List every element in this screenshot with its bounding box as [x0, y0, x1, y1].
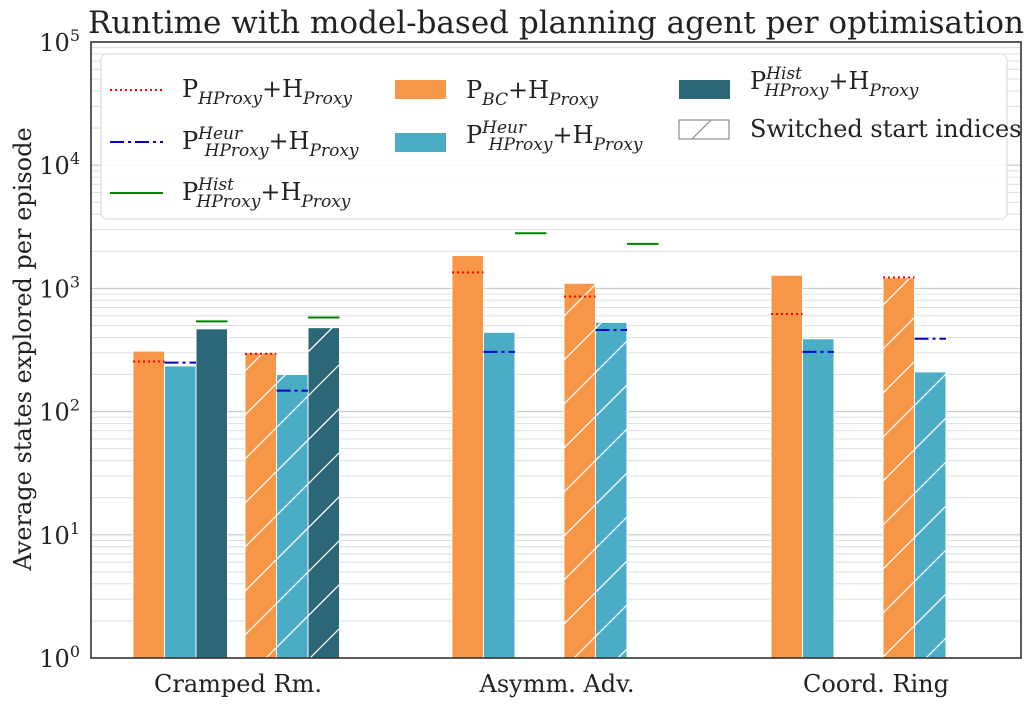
tick-base: 10 [39, 29, 70, 57]
label-part: P [182, 178, 198, 206]
tick-exponent: 2 [70, 396, 80, 415]
legend-label: PHist HProxy+HProxy [182, 175, 351, 212]
bar-hatch [245, 352, 277, 658]
label-part: Proxy [302, 89, 352, 109]
y-tick-label: 102 [39, 396, 80, 427]
bar [770, 274, 803, 659]
y-axis-label: Average states explored per episode [9, 127, 37, 571]
bar [132, 350, 165, 659]
tick-base: 10 [39, 399, 70, 427]
legend-label: Switched start indices [750, 115, 1022, 143]
tick-exponent: 1 [70, 519, 80, 538]
x-tick-label: Asymm. Adv. [478, 670, 634, 698]
tick-exponent: 0 [70, 642, 80, 661]
label-part: P [750, 67, 766, 95]
label-part: HProxy [204, 141, 269, 161]
bar-hatch [914, 371, 946, 658]
x-axis: Cramped Rm. Asymm. Adv. Coord. Ring [154, 670, 949, 698]
label-part: Proxy [548, 90, 598, 110]
legend-label: PHProxy+HProxy [182, 75, 352, 109]
label-part: P [466, 76, 482, 104]
legend-label: PHeur HProxy+HProxy [182, 124, 359, 161]
bar [802, 338, 835, 659]
bar [483, 331, 516, 659]
label-part: +H [260, 178, 301, 206]
y-tick-label: 100 [39, 642, 80, 673]
tick-exponent: 4 [70, 149, 80, 168]
label-part: P [466, 121, 482, 149]
bar [195, 328, 228, 659]
label-part: Heur [197, 124, 243, 144]
tick-exponent: 3 [70, 272, 80, 291]
label-part: P [182, 127, 198, 155]
legend-bar-swatch [395, 133, 446, 152]
y-tick-label: 104 [39, 149, 80, 180]
label-part: +H [828, 67, 869, 95]
marker-lines [133, 232, 946, 392]
label-part: Hist [765, 64, 802, 84]
tick-base: 10 [39, 645, 70, 673]
legend-label: PBC+HProxy [466, 76, 598, 110]
label-part: +H [262, 75, 303, 103]
x-tick-label: Cramped Rm. [154, 670, 322, 698]
bar [451, 254, 484, 659]
label-part: Proxy [300, 192, 350, 212]
x-tick-label: Coord. Ring [803, 670, 949, 698]
bar [164, 365, 197, 659]
label-part: HProxy [764, 81, 829, 101]
label-part: BC [481, 90, 508, 110]
bar-hatch [564, 283, 596, 658]
bar-hatch [595, 322, 627, 658]
label-part: Proxy [868, 81, 918, 101]
tick-exponent: 5 [70, 26, 80, 45]
chart-title: Runtime with model-based planning agent … [88, 5, 1024, 41]
tick-base: 10 [39, 275, 70, 303]
plot-frame [90, 41, 1022, 659]
label-part: Proxy [593, 135, 643, 155]
legend-hatch-stroke [691, 119, 712, 140]
bar-hatch [308, 327, 340, 658]
tick-base: 10 [39, 152, 70, 180]
y-tick-label: 105 [39, 26, 80, 57]
legend-box [100, 53, 1008, 220]
label-part: +H [508, 76, 549, 104]
y-tick-label: 101 [39, 519, 80, 550]
label-part: +H [269, 127, 310, 155]
bar-hatch [276, 374, 308, 658]
label-part: HProxy [488, 135, 553, 155]
label-part: HProxy [197, 89, 262, 109]
legend-label: PHeur HProxy+HProxy [466, 118, 643, 155]
label-part: HProxy [196, 192, 261, 212]
bars [132, 254, 947, 659]
legend-bar-swatch [395, 80, 446, 99]
label-part: Hist [197, 175, 234, 195]
label-part: +H [553, 121, 594, 149]
legend-label: PHist HProxy+HProxy [750, 64, 919, 101]
y-tick-label: 103 [39, 272, 80, 303]
legend-bar-swatch [679, 80, 730, 99]
tick-base: 10 [39, 522, 70, 550]
label-part: Proxy [309, 141, 359, 161]
bar-hatch [883, 277, 915, 658]
label-part: Heur [481, 118, 527, 138]
label-part: P [182, 75, 198, 103]
legend-hatch-swatch [678, 119, 730, 140]
